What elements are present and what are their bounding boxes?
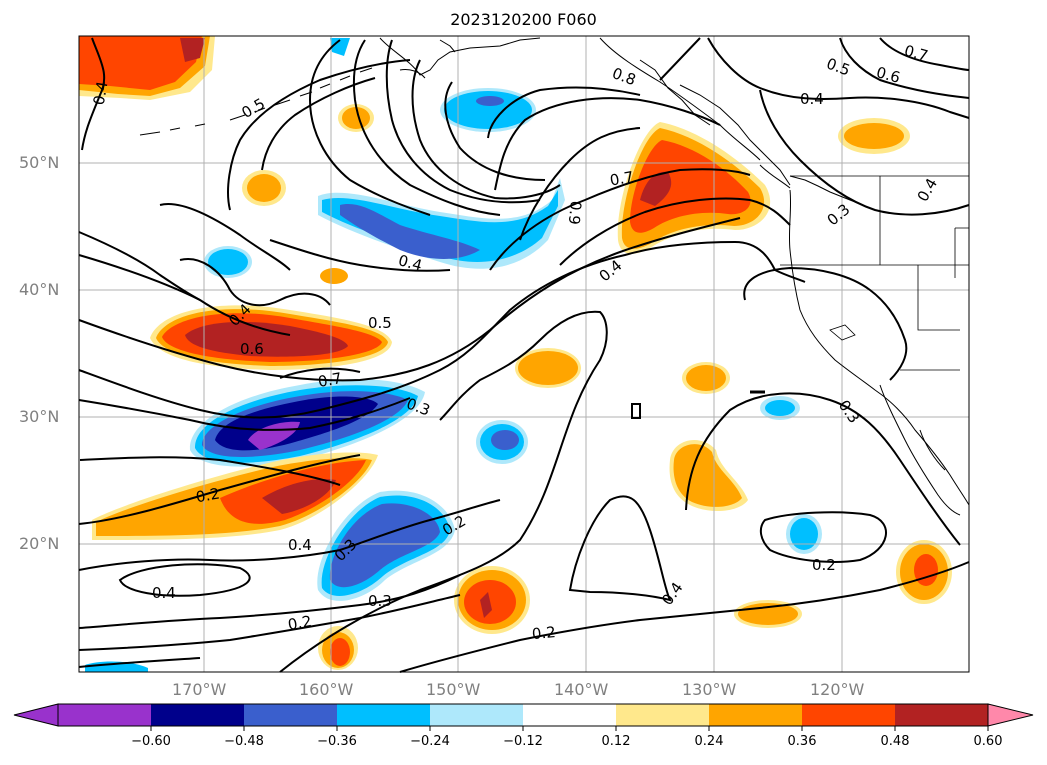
contour-label: 0.4 — [396, 251, 424, 275]
contour-label: 0.4 — [90, 80, 112, 107]
lon-label-140w: 140°W — [554, 680, 609, 699]
contour-label: 0.3 — [368, 592, 392, 610]
contour-label: 0.5 — [368, 314, 392, 332]
shading-layer — [79, 36, 952, 672]
lon-label-160w: 160°W — [299, 680, 354, 699]
cool-area — [765, 400, 795, 416]
colorbar-segment — [802, 704, 896, 726]
contour-label: 0.2 — [194, 484, 221, 506]
contour-label: 0.7 — [317, 369, 344, 391]
lat-label-20n: 20°N — [19, 534, 60, 553]
lat-label-40n: 40°N — [19, 280, 60, 299]
colorbar-segment — [58, 704, 152, 726]
colorbar-tick-label: −0.48 — [224, 734, 264, 749]
colorbar-segment — [430, 704, 524, 726]
warm-area — [686, 365, 726, 391]
colorbar-tick-label: 0.12 — [601, 734, 631, 749]
contour-label: 0.4 — [152, 584, 176, 602]
colorbar-segment — [244, 704, 338, 726]
colorbar-tick-label: −0.24 — [410, 734, 450, 749]
warm-area — [320, 268, 348, 284]
map-title: 2023120200 F060 — [450, 10, 597, 29]
colorbar-segment — [523, 704, 617, 726]
colorbar-segment — [709, 704, 803, 726]
cool-area — [330, 38, 350, 56]
warm-area — [79, 36, 202, 90]
contour-label: 0.2 — [286, 612, 313, 634]
warm-area — [844, 123, 904, 149]
colorbar-tick-label: −0.12 — [503, 734, 543, 749]
contours — [78, 37, 970, 673]
warm-area — [247, 174, 281, 202]
warm-area — [180, 38, 205, 62]
colorbar-extend-low — [13, 703, 59, 727]
cool-area — [491, 430, 519, 450]
warm-area — [330, 638, 350, 666]
lon-label-150w: 150°W — [426, 680, 481, 699]
warm-area — [342, 107, 370, 129]
lat-label-30n: 30°N — [19, 407, 60, 426]
colorbar-segment — [616, 704, 710, 726]
warm-area — [673, 444, 742, 507]
map-panel: 0.4 0.5 0.8 0.7 0.5 0.6 0.4 0.7 0.9 0.4 … — [78, 35, 970, 673]
colorbar-tick-label: −0.36 — [317, 734, 357, 749]
colorbar-tick-label: 0.24 — [694, 734, 724, 749]
cool-area — [208, 249, 248, 275]
colorbar-tick-label: 0.36 — [787, 734, 817, 749]
colorbar-segment — [895, 704, 989, 726]
warm-area — [640, 171, 672, 206]
cool-area — [476, 96, 504, 106]
colorbar — [13, 703, 1034, 731]
contour-label: 0.6 — [874, 63, 902, 87]
warm-area — [914, 554, 938, 586]
contour-label: 0.6 — [240, 340, 264, 358]
colorbar-extend-high — [987, 703, 1034, 727]
warm-area — [185, 321, 348, 357]
lon-label-130w: 130°W — [682, 680, 737, 699]
colorbar-tick-label: 0.60 — [973, 734, 1003, 749]
colorbar-segment — [337, 704, 431, 726]
contour-label: 0.4 — [800, 90, 824, 108]
lon-label-170w: 170°W — [172, 680, 227, 699]
contour-label: 0.7 — [902, 41, 930, 65]
warm-area — [518, 351, 578, 385]
contour-label: 0.2 — [812, 556, 836, 574]
colorbar-segment — [151, 704, 245, 726]
warm-area — [480, 592, 492, 618]
cool-area — [790, 518, 818, 550]
contour-label: 0.7 — [608, 168, 635, 190]
cool-area — [322, 190, 558, 262]
contour-label: 0.4 — [288, 536, 312, 554]
lat-label-50n: 50°N — [19, 153, 60, 172]
contour-label: 0.9 — [565, 200, 585, 225]
warm-area — [262, 478, 336, 514]
cool-area — [340, 204, 480, 259]
colorbar-tick-label: −0.60 — [131, 734, 171, 749]
coastline — [139, 37, 970, 516]
lon-label-120w: 120°W — [810, 680, 865, 699]
graticule — [79, 36, 969, 672]
cool-area — [444, 91, 532, 129]
colorbar-tick-label: 0.48 — [880, 734, 910, 749]
borders — [631, 175, 969, 419]
contour-label: 0.2 — [531, 623, 556, 643]
